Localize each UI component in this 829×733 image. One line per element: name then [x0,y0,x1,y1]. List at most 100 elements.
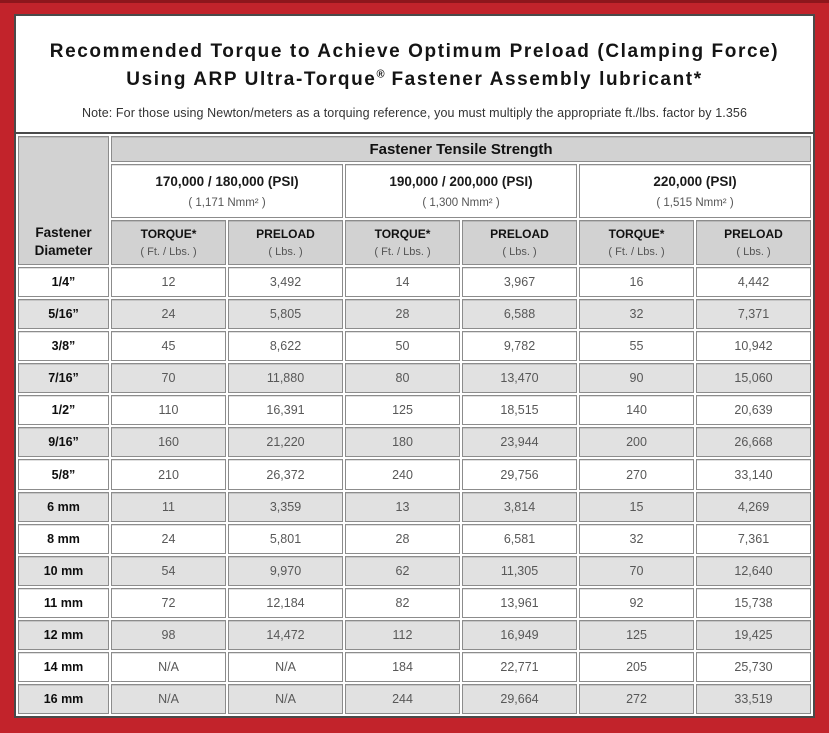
table-row: 11 mm 72 12,184 82 13,961 92 15,738 [18,587,811,618]
preload-value-cell: 23,944 [462,427,577,458]
preload-value-cell: 4,442 [696,267,811,298]
torque-value-cell: 270 [579,459,694,490]
preload-value-cell: 20,639 [696,395,811,426]
preload-value-cell: N/A [228,651,343,682]
preload-value-cell: 22,771 [462,651,577,682]
torque-value-cell: 140 [579,395,694,426]
table-row: 5/16” 24 5,805 28 6,588 32 7,371 [18,299,811,330]
torque-value-cell: N/A [111,683,226,714]
title-section: Recommended Torque to Achieve Optimum Pr… [16,16,813,135]
header-torque-2: TORQUE* ( Ft. / Lbs. ) [345,220,460,266]
content-panel: Recommended Torque to Achieve Optimum Pr… [14,14,815,718]
fastener-diameter-cell: 1/2” [18,395,109,426]
title-line2-post: Fastener Assembly lubricant* [384,68,703,90]
torque-value-cell: 32 [579,299,694,330]
torque-value-cell: 14 [345,267,460,298]
torque-value-cell: 15 [579,491,694,522]
torque-value-cell: 92 [579,587,694,618]
table-row: 1/4” 12 3,492 14 3,967 16 4,442 [18,267,811,298]
preload-value-cell: 3,814 [462,491,577,522]
torque-value-cell: 55 [579,331,694,362]
preload-value-cell: 3,967 [462,267,577,298]
preload-value-cell: 33,519 [696,683,811,714]
preload-value-cell: 18,515 [462,395,577,426]
preload-value-cell: 16,391 [228,395,343,426]
table-row: 12 mm 98 14,472 112 16,949 125 19,425 [18,619,811,650]
torque-value-cell: 160 [111,427,226,458]
header-row-psi: 170,000 / 180,000 (PSI) ( 1,171 Nmm² ) 1… [18,164,811,219]
preload-value-cell: 9,970 [228,555,343,586]
torque-value-cell: 240 [345,459,460,490]
table-row: 1/2” 110 16,391 125 18,515 140 20,639 [18,395,811,426]
fastener-diameter-cell: 11 mm [18,587,109,618]
preload-value-cell: 14,472 [228,619,343,650]
fastener-diameter-cell: 7/16” [18,363,109,394]
preload-value-cell: 11,880 [228,363,343,394]
table-body: 1/4” 12 3,492 14 3,967 16 4,442 5/16” 24 5,805 28 6… [18,267,811,714]
torque-value-cell: 70 [579,555,694,586]
torque-value-cell: 32 [579,523,694,554]
preload-value-cell: 4,269 [696,491,811,522]
header-fastener-diameter: Fastener Diameter [18,136,109,266]
nmm-label: ( 1,300 Nmm² ) [422,196,500,209]
fastener-diameter-cell: 3/8” [18,331,109,362]
torque-value-cell: 62 [345,555,460,586]
nmm-label: ( 1,171 Nmm² ) [188,196,266,209]
header-tensile-strength: Fastener Tensile Strength [111,136,811,163]
fastener-diameter-cell: 5/16” [18,299,109,330]
preload-value-cell: 21,220 [228,427,343,458]
torque-value-cell: 12 [111,267,226,298]
torque-units: ( Ft. / Lbs. ) [140,245,197,258]
table-section: Fastener Diameter Fastener Tensile Stren… [16,134,813,716]
torque-value-cell: 13 [345,491,460,522]
fastener-diameter-cell: 1/4” [18,267,109,298]
torque-value-cell: 24 [111,523,226,554]
note-text: Note: For those using Newton/meters as a… [81,106,747,121]
torque-label: TORQUE* [374,227,431,242]
table-row: 3/8” 45 8,622 50 9,782 55 10,942 [18,331,811,362]
psi-label: 170,000 / 180,000 (PSI) [155,173,299,189]
preload-value-cell: 25,730 [696,651,811,682]
fastener-diameter-cell: 14 mm [18,651,109,682]
torque-value-cell: 112 [345,619,460,650]
preload-value-cell: 26,372 [228,459,343,490]
preload-value-cell: 16,949 [462,619,577,650]
preload-value-cell: 15,060 [696,363,811,394]
preload-label: PRELOAD [724,227,783,242]
preload-value-cell: 19,425 [696,619,811,650]
preload-value-cell: 10,942 [696,331,811,362]
nmm-label: ( 1,515 Nmm² ) [656,196,734,209]
torque-value-cell: 16 [579,267,694,298]
torque-value-cell: 72 [111,587,226,618]
torque-value-cell: 244 [345,683,460,714]
fastener-diameter-cell: 16 mm [18,683,109,714]
fastener-diameter-cell: 12 mm [18,619,109,650]
torque-value-cell: 125 [579,619,694,650]
torque-value-cell: 80 [345,363,460,394]
torque-value-cell: 98 [111,619,226,650]
page-title-line1: Recommended Torque to Achieve Optimum Pr… [49,41,780,62]
table-row: 6 mm 11 3,359 13 3,814 15 4,269 [18,491,811,522]
table-row: 5/8” 210 26,372 240 29,756 270 33,140 [18,459,811,490]
torque-units: ( Ft. / Lbs. ) [608,245,665,258]
torque-value-cell: 50 [345,331,460,362]
fastener-diameter-cell: 10 mm [18,555,109,586]
torque-value-cell: 210 [111,459,226,490]
table-row: 8 mm 24 5,801 28 6,581 32 7,361 [18,523,811,554]
torque-value-cell: 54 [111,555,226,586]
preload-value-cell: 8,622 [228,331,343,362]
torque-value-cell: 28 [345,299,460,330]
table-row: 9/16” 160 21,220 180 23,944 200 26,668 [18,427,811,458]
preload-value-cell: 33,140 [696,459,811,490]
torque-value-cell: 184 [345,651,460,682]
registered-mark: ® [376,68,385,81]
torque-table: Fastener Diameter Fastener Tensile Stren… [16,134,813,716]
fastener-diameter-cell: 9/16” [18,427,109,458]
header-preload-3: PRELOAD ( Lbs. ) [696,220,811,266]
torque-value-cell: 272 [579,683,694,714]
preload-value-cell: N/A [228,683,343,714]
preload-value-cell: 29,756 [462,459,577,490]
torque-value-cell: 90 [579,363,694,394]
preload-value-cell: 12,184 [228,587,343,618]
